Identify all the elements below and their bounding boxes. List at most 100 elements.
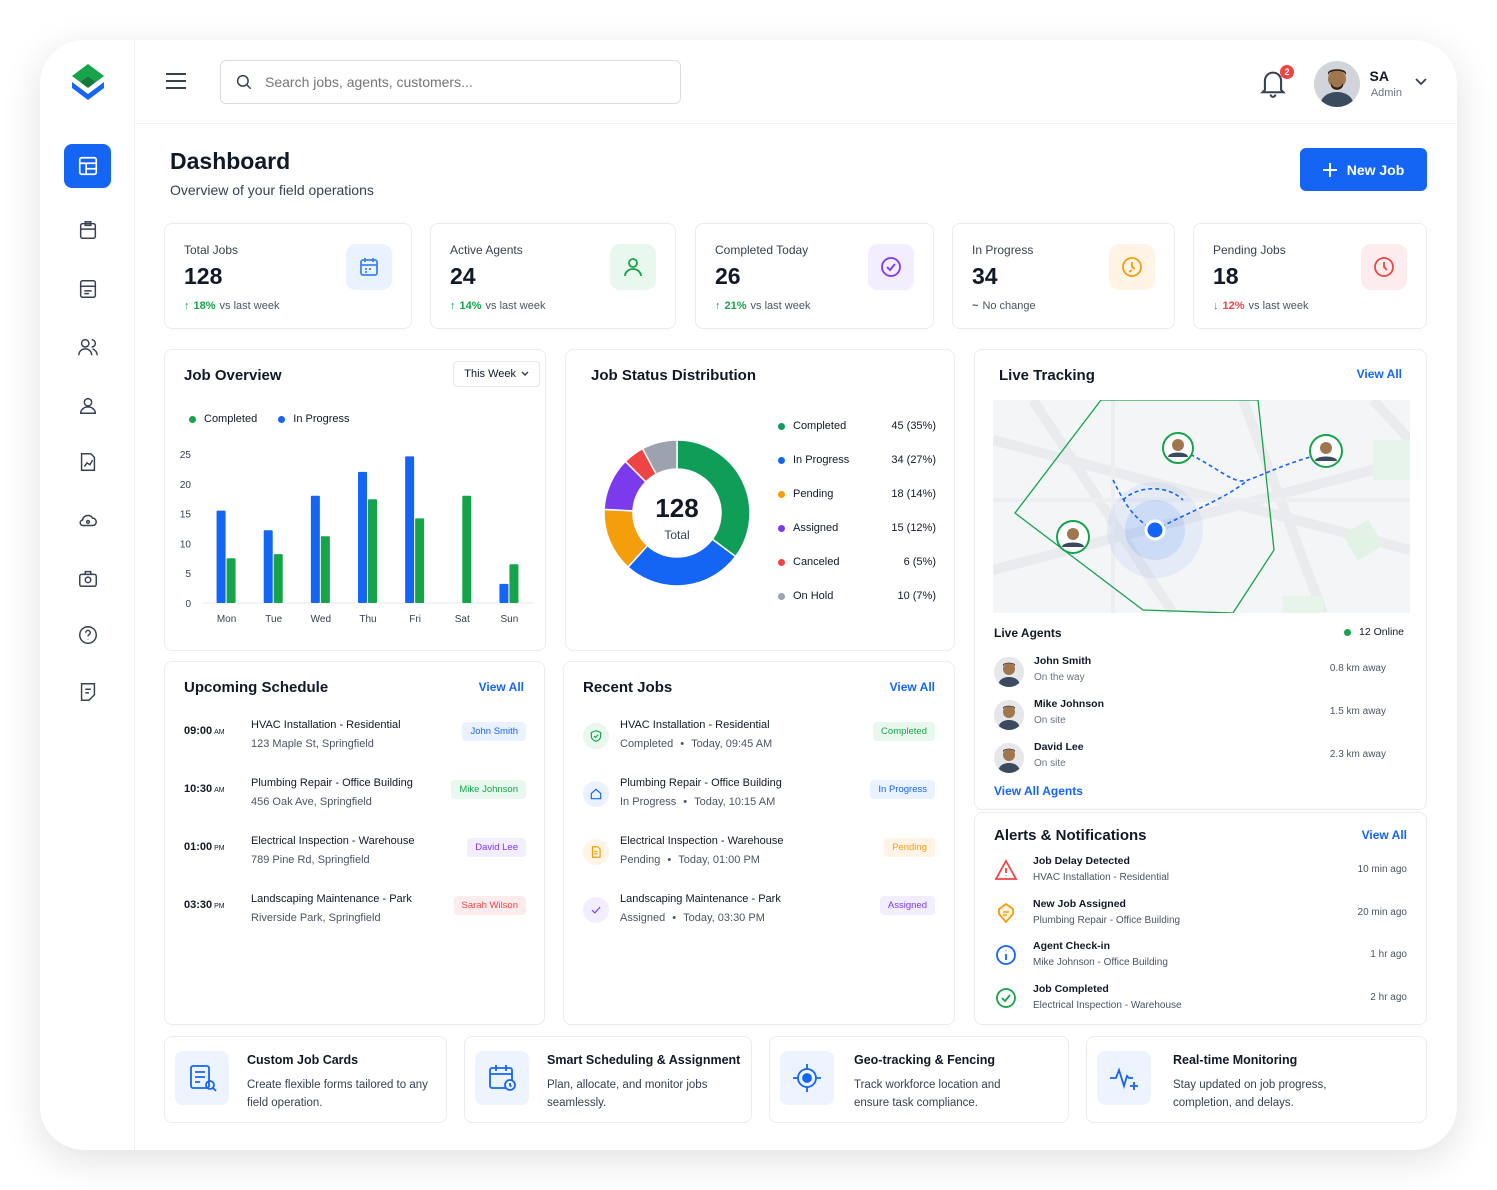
bar[interactable] (310, 495, 320, 603)
stat-note: vs last week (219, 300, 280, 312)
complete-icon (996, 987, 1016, 1008)
alert-item[interactable]: New Job Assigned Plumbing Repair - Office… (994, 898, 1407, 934)
job-title: Landscaping Maintenance - Park (620, 893, 781, 905)
avatar[interactable] (1314, 61, 1360, 107)
bar[interactable] (226, 558, 236, 603)
chevron-down-icon[interactable] (1415, 78, 1427, 86)
bar[interactable] (263, 530, 273, 603)
notes-icon (80, 683, 95, 701)
job-meta: Assigned • Today, 03:30 PM (620, 912, 765, 924)
feature-desc-line: Stay updated on job progress, (1173, 1079, 1327, 1091)
bar[interactable] (462, 495, 472, 603)
feature-card-scheduling: Smart Scheduling & Assignment Plan, allo… (464, 1036, 752, 1123)
agent-row[interactable]: David Lee On site 2.3 km away (994, 741, 1396, 777)
agent-name: Mike Johnson (1034, 698, 1105, 710)
bar[interactable] (405, 456, 415, 603)
sidebar-item-cloud[interactable] (64, 498, 111, 542)
job-badge-icon (998, 902, 1014, 923)
bell-icon[interactable] (1259, 68, 1287, 98)
schedule-item[interactable]: 03:30 PM Landscaping Maintenance - Park Riv… (184, 893, 526, 933)
period-select[interactable]: This Week (453, 361, 540, 387)
recent-job-item[interactable]: Landscaping Maintenance - Park Assigned • T… (583, 893, 935, 933)
job-status-text: Pending (620, 854, 661, 866)
schedule-item[interactable]: 09:00 AM HVAC Installation - Residential 12… (184, 719, 526, 759)
agent-row[interactable]: John Smith On the way 0.8 km away (994, 655, 1396, 691)
bar[interactable] (216, 510, 226, 603)
job-meta: Completed • Today, 09:45 AM (620, 738, 772, 750)
sidebar-item-jobs[interactable] (64, 208, 111, 252)
alerts-title: Alerts & Notifications (994, 827, 1147, 844)
status-pct: (5%) (912, 556, 936, 568)
bar[interactable] (368, 499, 377, 603)
schedule-time-value: 03:30 (184, 899, 213, 911)
logo-icon (72, 64, 104, 100)
recent-jobs-view-all-link[interactable]: View All (889, 680, 935, 694)
sidebar-item-reports[interactable] (64, 440, 111, 484)
schedule-item[interactable]: 10:30 AM Plumbing Repair - Office Building… (184, 777, 526, 817)
status-count-value: 15 (891, 522, 904, 534)
feature-description: Create flexible forms tailored to any fie… (247, 1076, 428, 1112)
alert-time: 1 hr ago (1370, 949, 1407, 960)
sidebar-item-inventory[interactable] (64, 556, 111, 600)
sidebar-item-dashboard[interactable] (64, 144, 111, 188)
stat-trend: ↑ 14% vs last week (450, 300, 545, 312)
tracking-view-all-link[interactable]: View All (1356, 367, 1402, 381)
alerts-view-all-link[interactable]: View All (1361, 828, 1407, 842)
menu-icon[interactable] (165, 72, 187, 90)
agent-row[interactable]: Mike Johnson On site 1.5 km away (994, 698, 1396, 734)
x-tick-label: Mon (217, 614, 236, 625)
view-all-agents-link[interactable]: View All Agents (994, 784, 1083, 798)
donut-center: 128 Total (629, 493, 725, 542)
status-label: On Hold (793, 590, 834, 602)
alert-item[interactable]: Agent Check-in Mike Johnson - Office Buil… (994, 940, 1407, 976)
feature-desc-line: seamlessly. (547, 1097, 607, 1109)
recent-job-item[interactable]: HVAC Installation - Residential Completed… (583, 719, 935, 759)
dashboard-icon (78, 156, 97, 176)
sidebar-item-notes[interactable] (64, 670, 111, 714)
agent-status: On site (1034, 715, 1066, 726)
agent-badge[interactable]: Mike Johnson (451, 780, 526, 799)
stat-card: Active Agents 24 ↑ 14% vs last week (430, 223, 676, 329)
status-count-value: 6 (903, 556, 910, 568)
report-icon (80, 453, 95, 471)
bar[interactable] (320, 536, 330, 603)
job-title: HVAC Installation - Residential (620, 719, 770, 731)
agent-badge[interactable]: Sarah Wilson (453, 896, 526, 915)
status-pct: (35%) (906, 420, 936, 432)
schedule-view-all-link[interactable]: View All (478, 680, 524, 694)
feature-title: Custom Job Cards (247, 1053, 359, 1067)
stat-label: Pending Jobs (1213, 243, 1286, 257)
job-meta: In Progress • Today, 10:15 AM (620, 796, 775, 808)
status-count-value: 18 (891, 488, 904, 500)
bar[interactable] (358, 471, 367, 603)
donut-slice[interactable] (641, 439, 678, 476)
status-label: Pending (793, 488, 834, 500)
map[interactable] (993, 400, 1410, 613)
sidebar-item-customers[interactable] (64, 383, 111, 427)
agent-badge[interactable]: John Smith (462, 722, 526, 741)
bar[interactable] (273, 554, 283, 603)
agent-badge[interactable]: David Lee (467, 838, 526, 857)
feature-card-job-cards: Custom Job Cards Create flexible forms t… (164, 1036, 447, 1123)
sidebar-item-agents[interactable] (64, 325, 111, 369)
bar[interactable] (499, 583, 509, 603)
search-input[interactable] (265, 74, 645, 90)
upcoming-schedule-card: Upcoming Schedule View All 09:00 AM HVAC I… (164, 661, 545, 1025)
alert-icon-box (994, 986, 1018, 1010)
chevron-down-icon (521, 371, 529, 376)
alert-item[interactable]: Job Completed Electrical Inspection - War… (994, 983, 1407, 1019)
recent-job-item[interactable]: Plumbing Repair - Office Building In Prog… (583, 777, 935, 817)
sidebar-item-help[interactable] (64, 613, 111, 657)
schedule-item[interactable]: 01:00 PM Electrical Inspection - Warehouse… (184, 835, 526, 875)
recent-job-item[interactable]: Electrical Inspection - Warehouse Pending… (583, 835, 935, 875)
donut-slice[interactable] (676, 439, 751, 558)
new-job-button[interactable]: New Job (1300, 148, 1427, 191)
online-count: 12 Online (1344, 626, 1404, 638)
bar[interactable] (415, 518, 425, 603)
job-card-icon (190, 1065, 217, 1092)
alert-item[interactable]: Job Delay Detected HVAC Installation - Re… (994, 855, 1407, 891)
bar[interactable] (509, 564, 519, 603)
sidebar-item-forms[interactable] (64, 267, 111, 311)
agent-distance: 0.8 km away (1329, 663, 1386, 674)
job-time: Today, 10:15 AM (694, 796, 776, 808)
